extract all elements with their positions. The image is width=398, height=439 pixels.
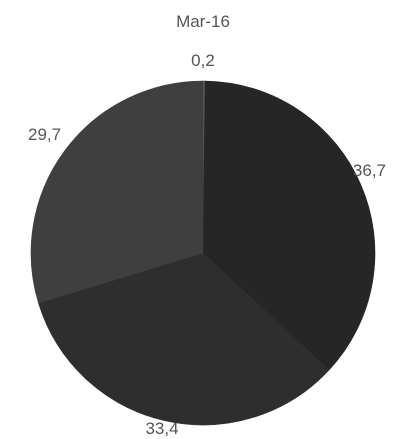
slice-label-1: 0,2 (191, 51, 215, 70)
slice-label-3: 33,4 (145, 419, 178, 438)
slice-label-2: 36,7 (353, 161, 386, 180)
pie-slice-3 (38, 252, 330, 426)
slice-label-4: 29,7 (28, 125, 61, 144)
pie-slice-4 (30, 80, 204, 304)
pie-slice-2 (202, 80, 376, 371)
pie-slices (30, 80, 376, 426)
pie-labels: 0,2 36,7 33,4 29,7 (28, 51, 386, 438)
chart-title: Mar-16 (176, 12, 230, 31)
